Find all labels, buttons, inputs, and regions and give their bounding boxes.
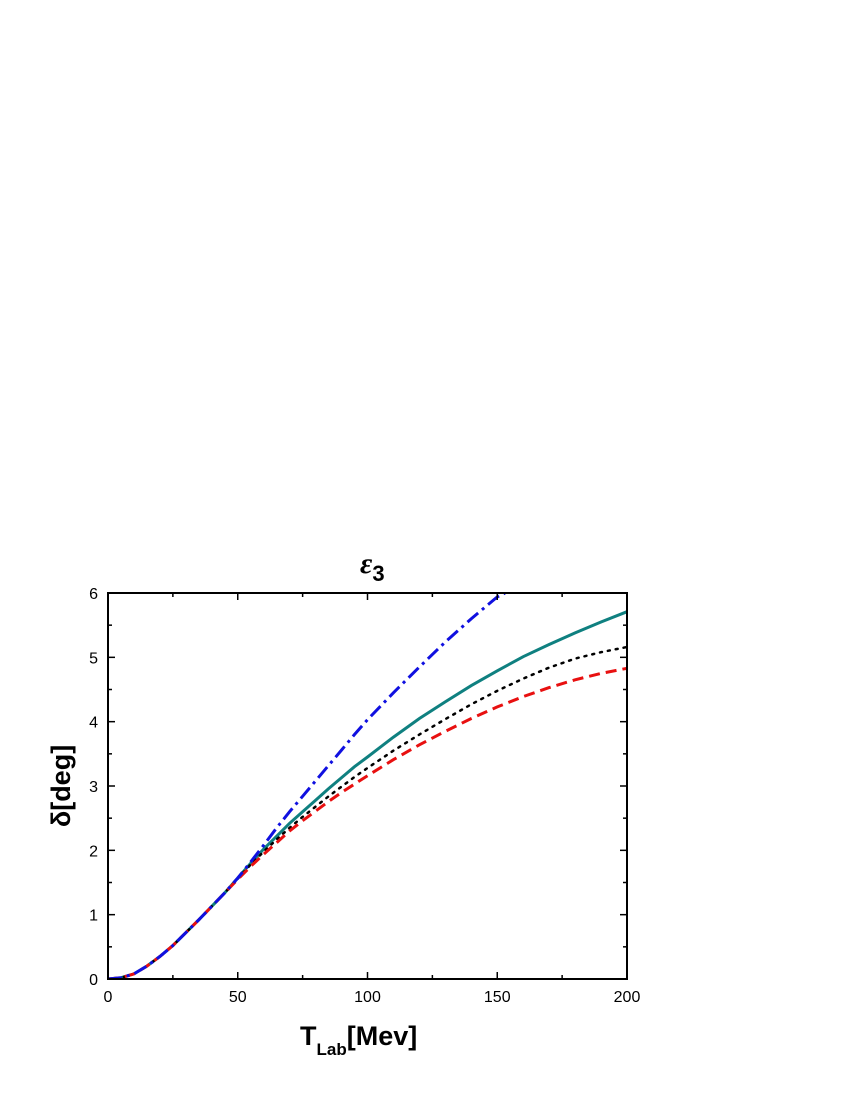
tick-layer: 0 50 100 150 200 0 1 2 3 4 5 6 bbox=[89, 586, 640, 1006]
series-layer bbox=[108, 593, 627, 979]
y-tick-label: 5 bbox=[89, 650, 98, 667]
x-tick-label: 200 bbox=[614, 989, 641, 1006]
x-axis-title-unit: [Mev] bbox=[347, 1021, 418, 1051]
x-tick-label: 0 bbox=[104, 989, 113, 1006]
y-tick-label: 3 bbox=[89, 779, 98, 796]
x-axis-title-subscript: Lab bbox=[317, 1040, 347, 1059]
y-tick-label: 2 bbox=[89, 843, 98, 860]
series-line-dotted bbox=[108, 645, 627, 979]
chart-title-subscript: 3 bbox=[372, 561, 384, 586]
x-tick-label: 50 bbox=[229, 989, 247, 1006]
x-axis-title-main: T bbox=[300, 1021, 317, 1051]
y-tick-label: 0 bbox=[89, 972, 98, 989]
chart-title-symbol: ε bbox=[360, 547, 373, 580]
y-tick-label: 6 bbox=[89, 586, 98, 603]
chart-title: ε3 bbox=[360, 547, 385, 586]
y-axis-title: δ[deg] bbox=[46, 745, 76, 827]
y-tick-label: 1 bbox=[89, 908, 98, 925]
series-line-dash-dot bbox=[108, 593, 506, 979]
plot-frame bbox=[107, 592, 628, 980]
x-tick-label: 150 bbox=[484, 989, 511, 1006]
y-tick-label: 4 bbox=[89, 715, 98, 732]
series-line-solid bbox=[108, 610, 627, 979]
x-axis-title: TLab[Mev] bbox=[300, 1021, 417, 1059]
x-tick-label: 100 bbox=[354, 989, 381, 1006]
